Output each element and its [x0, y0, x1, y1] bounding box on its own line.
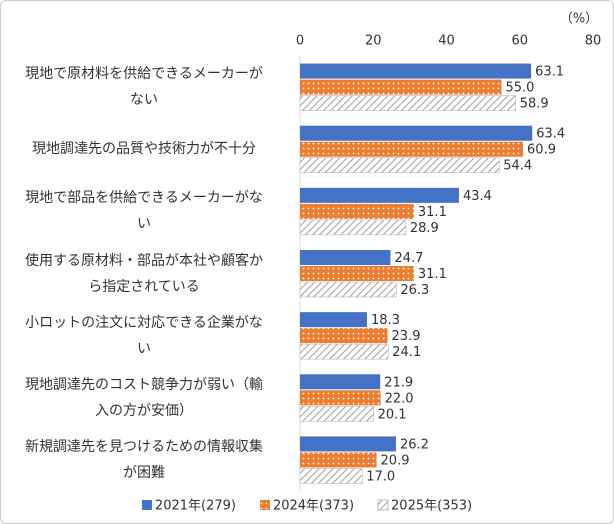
bar: [300, 250, 391, 265]
value-label: 63.4: [536, 127, 565, 142]
value-label: 43.4: [463, 189, 492, 204]
value-label: 63.1: [535, 65, 564, 80]
x-tick-label: 80: [585, 34, 602, 49]
category-label: 現地で原材料を供給できるメーカーがない: [25, 66, 263, 109]
value-label: 17.0: [366, 469, 395, 484]
category-label: 現地で部品を供給できるメーカーがない: [25, 190, 263, 233]
value-label: 55.0: [505, 81, 534, 96]
value-label: 31.1: [418, 267, 447, 282]
category-label: 新規調達先を見つけるための情報収集が困難: [25, 438, 263, 481]
value-label: 26.3: [400, 283, 429, 298]
bar: [300, 374, 381, 390]
value-label: 24.7: [394, 251, 423, 266]
category-label: 小ロットの注文に対応できる企業がない: [25, 314, 263, 357]
bar: [300, 203, 414, 219]
bar: [300, 125, 533, 141]
value-label: 58.9: [520, 97, 549, 112]
value-label: 24.1: [392, 345, 421, 360]
value-label: 22.0: [385, 391, 414, 406]
legend-label: 2025年(353): [391, 499, 472, 514]
legend-swatch: [377, 499, 389, 511]
x-tick-label: 20: [365, 34, 382, 49]
legend-label: 2024年(373): [273, 499, 354, 514]
legend-swatch: [141, 500, 152, 510]
bar: [300, 436, 396, 452]
bar: [300, 452, 377, 468]
legend-swatch: [259, 500, 270, 510]
legend: 2021年(279) 2024年(373) 2025年(353): [141, 499, 472, 514]
legend-label: 2021年(279): [155, 499, 236, 514]
value-label: 54.4: [503, 159, 532, 174]
bar: [300, 390, 381, 406]
bar: [300, 63, 532, 79]
bar: [300, 79, 502, 95]
bar: [299, 468, 363, 484]
bar: [299, 157, 500, 174]
bar: [300, 141, 524, 157]
bar: [299, 219, 407, 236]
value-label: 23.9: [392, 329, 421, 344]
category-label: 使用する原材料・部品が本社や顧客から指定されている: [25, 252, 263, 295]
category-label: 現地調達先の品質や技術力が不十分: [32, 141, 256, 158]
x-tick-label: 40: [438, 34, 455, 49]
bar: [299, 405, 374, 422]
x-tick-label: 0: [296, 34, 304, 49]
bar: [299, 281, 397, 298]
x-unit: （%）: [560, 12, 598, 27]
value-label: 18.3: [371, 313, 400, 328]
x-tick-label: 60: [511, 34, 528, 49]
category-label: 現地調達先のコスト競争力が弱い（輸入の方が安価）: [25, 376, 263, 419]
value-label: 21.9: [384, 375, 413, 390]
bar: [300, 266, 414, 281]
bar: [299, 95, 517, 111]
bar: [300, 187, 459, 203]
value-label: 20.1: [378, 407, 407, 422]
value-label: 31.1: [418, 205, 447, 220]
bar: [300, 312, 368, 328]
value-label: 60.9: [527, 143, 556, 158]
value-label: 20.9: [381, 453, 410, 468]
bar: [299, 343, 389, 360]
bar: [300, 328, 388, 344]
value-label: 26.2: [400, 437, 429, 452]
value-label: 28.9: [410, 221, 439, 236]
